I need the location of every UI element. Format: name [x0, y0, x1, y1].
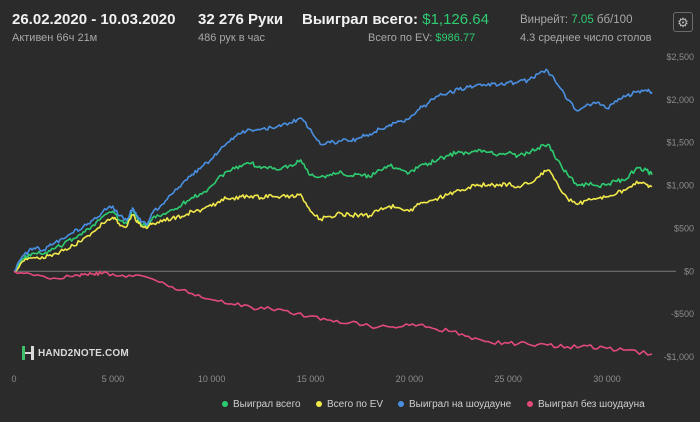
- y-tick-label: $0: [684, 266, 694, 276]
- y-tick-label: $2,500: [666, 52, 694, 62]
- ev-total-value: $986.77: [435, 32, 476, 44]
- y-tick-label: -$500: [671, 309, 694, 319]
- won-total: Выиграл всего: $1,126.64: [302, 11, 489, 28]
- stats-header: 26.02.2020 - 10.03.2020 Активен 66ч 21м …: [0, 0, 700, 52]
- series-line: [13, 68, 653, 272]
- x-tick-label: 15 000: [297, 374, 325, 384]
- winrate-label: Винрейт:: [520, 14, 569, 26]
- active-time: Активен 66ч 21м: [12, 32, 98, 44]
- ev-total: Всего по EV: $986.77: [368, 32, 475, 44]
- x-tick-label: 30 000: [593, 374, 621, 384]
- ev-total-label: Всего по EV:: [368, 32, 433, 44]
- y-tick-label: $2,000: [666, 95, 694, 105]
- legend-label: Выиграл без шоудауна: [538, 398, 645, 410]
- hand2note-logo-icon: [22, 346, 34, 360]
- y-tick-label: $1,500: [666, 138, 694, 148]
- series-line: [14, 143, 653, 273]
- hands-per-hour: 486 рук в час: [198, 32, 266, 44]
- hands-count: 32 276 Руки: [198, 11, 284, 28]
- legend-label: Выиграл всего: [233, 398, 301, 410]
- x-axis-ticks: 0 5 000 10 000 15 000 20 000 25 000 30 000: [11, 374, 620, 384]
- x-tick-label: 0: [11, 374, 16, 384]
- winrate: Винрейт: 7.05 бб/100: [520, 14, 632, 26]
- legend-item-showdown[interactable]: Выиграл на шоудауне: [398, 397, 511, 411]
- date-range: 26.02.2020 - 10.03.2020: [12, 11, 176, 28]
- y-tick-label: $1,000: [666, 181, 694, 191]
- x-tick-label: 20 000: [396, 374, 424, 384]
- legend-item-ev[interactable]: Всего по EV: [316, 397, 383, 411]
- series-line: [13, 270, 653, 356]
- legend-dot: [316, 401, 322, 407]
- series-line: [13, 169, 653, 273]
- y-axis-ticks: $2,500 $2,000 $1,500 $1,000 $500 $0 -$500 -$1,0…: [663, 52, 694, 362]
- avg-tables: 4.3 среднее число столов: [520, 32, 652, 44]
- legend-label: Выиграл на шоудауне: [409, 398, 512, 410]
- x-tick-label: 10 000: [198, 374, 226, 384]
- legend-dot: [527, 401, 533, 407]
- winrate-value: 7.05: [571, 14, 594, 26]
- x-tick-label: 25 000: [494, 374, 522, 384]
- winrate-unit: бб/100: [596, 14, 633, 26]
- legend-item-won-total[interactable]: Выиграл всего: [222, 397, 301, 411]
- won-total-label: Выиграл всего:: [302, 11, 419, 28]
- x-tick-label: 5 000: [102, 374, 125, 384]
- watermark-text: HAND2NOTE.COM: [38, 347, 129, 359]
- legend-dot: [398, 401, 404, 407]
- legend-item-non-showdown[interactable]: Выиграл без шоудауна: [527, 397, 645, 411]
- won-total-value: $1,126.64: [422, 11, 489, 28]
- y-tick-label: $500: [674, 223, 694, 233]
- y-tick-label: -$1,000: [663, 352, 694, 362]
- watermark: HAND2NOTE.COM: [22, 346, 129, 360]
- series-lines: [13, 68, 653, 356]
- gear-icon[interactable]: ⚙: [673, 12, 693, 32]
- legend-dot: [222, 401, 228, 407]
- legend-label: Всего по EV: [327, 398, 384, 410]
